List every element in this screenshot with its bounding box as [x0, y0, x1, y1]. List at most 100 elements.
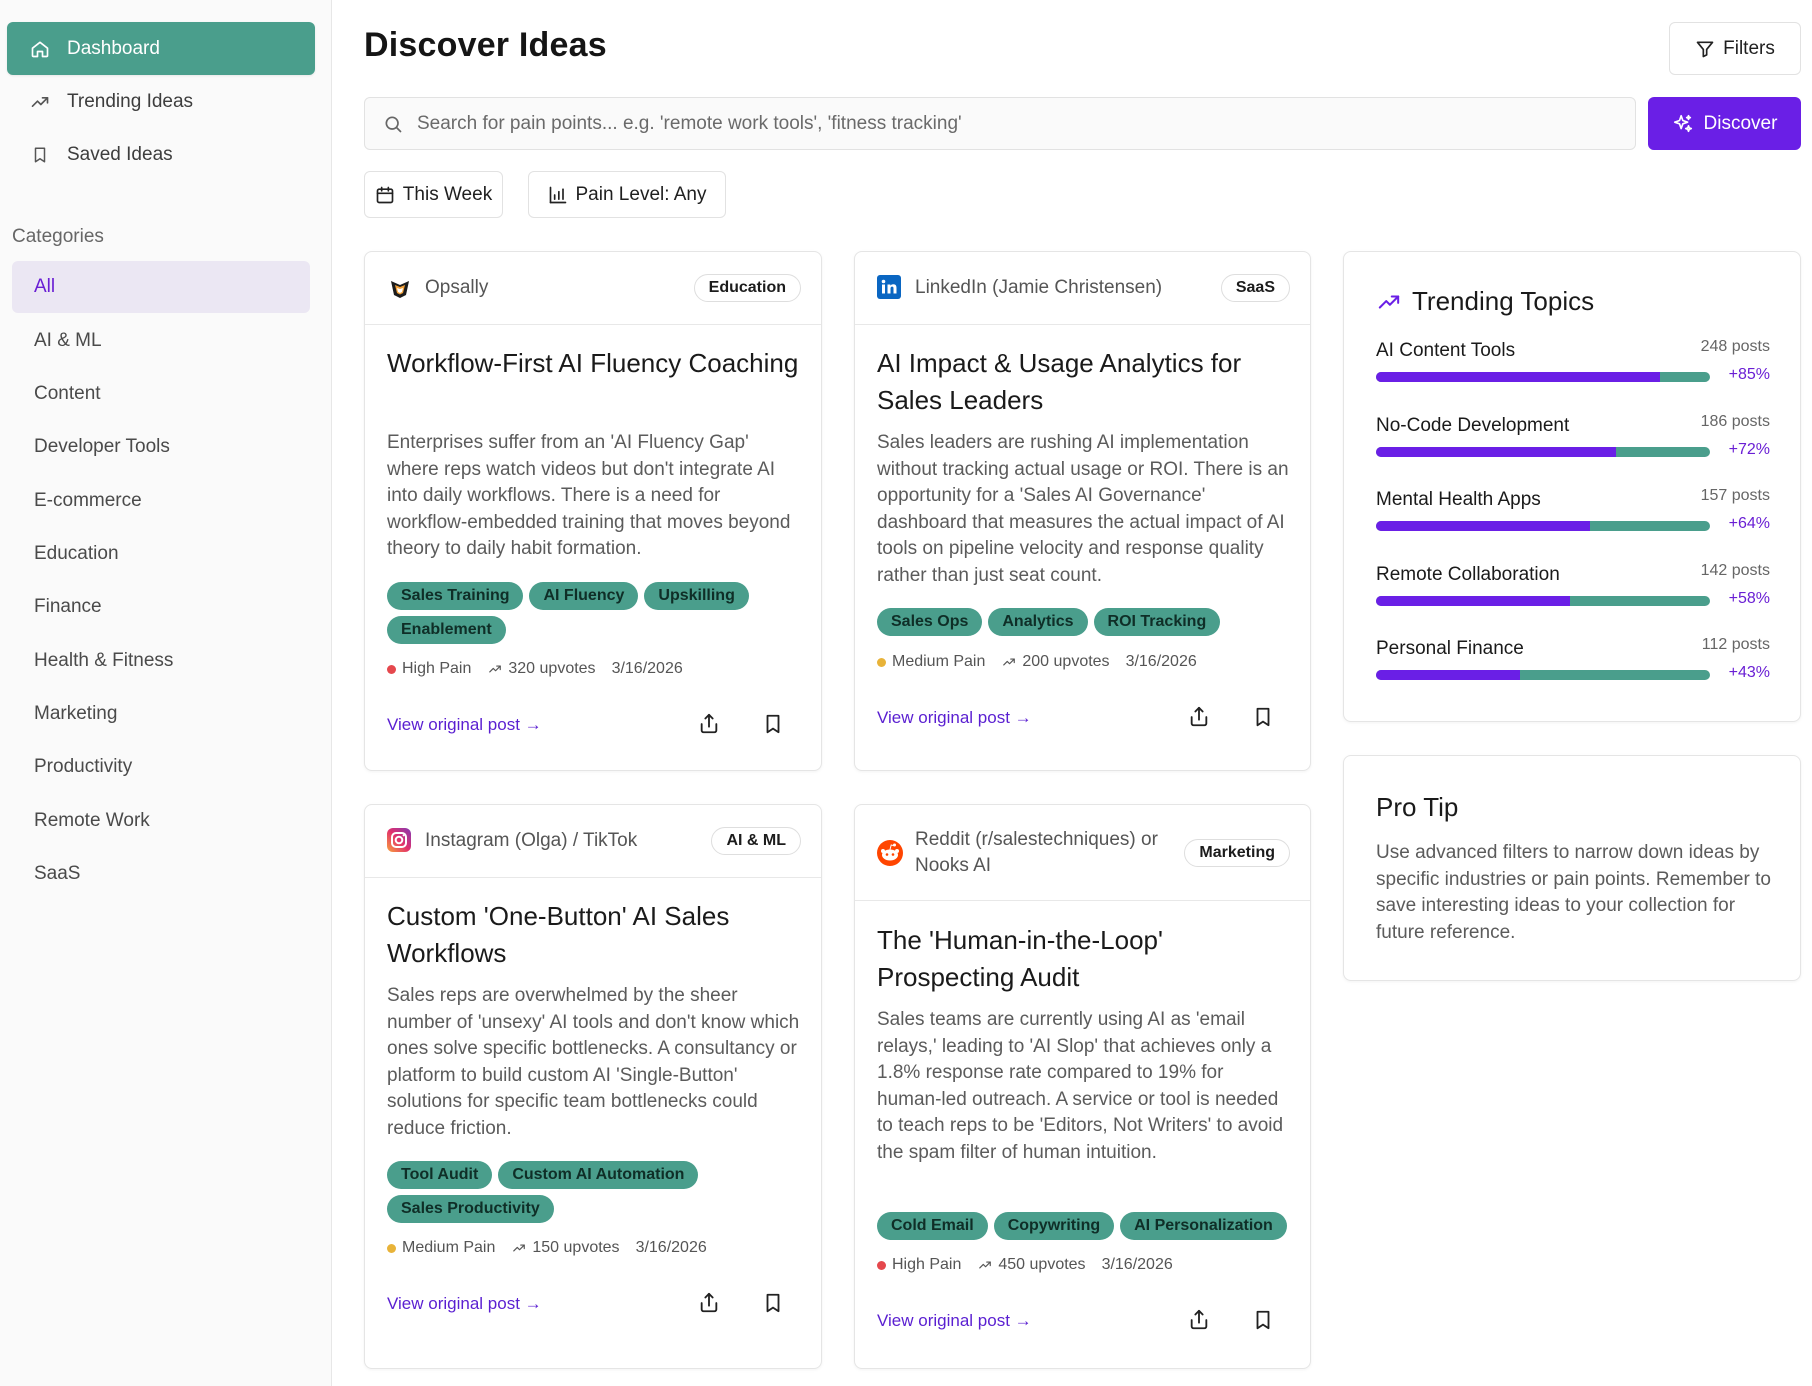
topic-growth: +85% [1728, 366, 1770, 383]
time-filter-button[interactable]: This Week [364, 171, 503, 218]
topic-posts: 186 posts [1700, 413, 1770, 430]
instagram-icon [387, 828, 413, 854]
topic-progress-fill [1376, 596, 1570, 606]
view-original-post-link[interactable]: View original post → [387, 1294, 542, 1313]
upvote-count: 450 upvotes [998, 1256, 1086, 1273]
idea-title: AI Impact & Usage Analytics for Sales Le… [877, 348, 1242, 415]
view-original-post-link[interactable]: View original post → [387, 715, 542, 734]
topic-progress-bar [1376, 372, 1710, 382]
calendar-icon [375, 185, 395, 205]
bookmark-icon[interactable] [762, 1292, 786, 1316]
category-developer-tools[interactable]: Developer Tools [34, 436, 170, 457]
upvote-count: 320 upvotes [508, 660, 596, 677]
filter-icon [1695, 39, 1715, 59]
idea-meta: Medium Pain 150 upvotes 3/16/2026 [387, 1239, 707, 1257]
opsally-logo-icon [387, 275, 413, 301]
idea-card: Reddit (r/salestechniques) or Nooks AI M… [854, 804, 1311, 1369]
pain-indicator-dot [877, 1260, 886, 1270]
nav-saved-ideas[interactable]: Saved Ideas [7, 128, 315, 181]
idea-meta: Medium Pain 200 upvotes 3/16/2026 [877, 653, 1197, 671]
tag: Tool Audit [387, 1161, 493, 1189]
idea-card: Instagram (Olga) / TikTok AI & ML Custom… [364, 804, 822, 1369]
pro-tip-text: Use advanced filters to narrow down idea… [1376, 842, 1771, 943]
source-name: Opsally [425, 277, 489, 298]
bookmark-icon[interactable] [1252, 706, 1276, 730]
category-productivity[interactable]: Productivity [34, 756, 133, 777]
share-icon[interactable] [698, 1292, 722, 1316]
tag-list: Sales Ops Analytics ROI Tracking [877, 608, 1292, 636]
source-name: Instagram (Olga) / TikTok [425, 830, 638, 851]
topic-progress-fill [1376, 670, 1520, 680]
category-content[interactable]: Content [34, 383, 101, 404]
tag: Enablement [387, 616, 506, 644]
nav-label: Trending Ideas [67, 90, 194, 112]
topic-progress-bar [1376, 596, 1710, 606]
idea-meta: High Pain 320 upvotes 3/16/2026 [387, 660, 683, 678]
topic-name: AI Content Tools [1376, 340, 1516, 361]
topic-progress-fill [1376, 372, 1660, 382]
idea-title: Custom 'One-Button' AI Sales Workflows [387, 901, 730, 968]
bookmark-icon[interactable] [1252, 1309, 1276, 1333]
category-health-fitness[interactable]: Health & Fitness [34, 650, 174, 671]
panel-title: Trending Topics [1376, 286, 1594, 317]
post-date: 3/16/2026 [1125, 653, 1197, 670]
page-title: Discover Ideas [364, 26, 607, 64]
idea-description: Enterprises suffer from an 'AI Fluency G… [387, 432, 791, 560]
category-e-commerce[interactable]: E-commerce [34, 490, 142, 511]
tag: Upskilling [644, 582, 749, 610]
topic-name: Personal Finance [1376, 638, 1524, 659]
categories-heading: Categories [12, 226, 104, 247]
category-badge: Education [693, 274, 801, 302]
search-bar [364, 97, 1636, 150]
tag: AI Fluency [529, 582, 639, 610]
trending-icon [1376, 291, 1402, 313]
share-icon[interactable] [1188, 1309, 1212, 1333]
upvotes: 320 upvotes [487, 660, 596, 678]
category-saas[interactable]: SaaS [34, 863, 81, 884]
category-badge: Marketing [1184, 838, 1290, 867]
topic-progress-fill [1376, 521, 1590, 531]
nav-label: Saved Ideas [67, 143, 173, 165]
category-badge: SaaS [1220, 274, 1290, 302]
view-original-post-link[interactable]: View original post → [877, 708, 1032, 727]
card-header: Reddit (r/salestechniques) or Nooks AI M… [855, 805, 1310, 901]
trending-title: Trending Topics [1412, 286, 1595, 316]
category-remote-work[interactable]: Remote Work [34, 810, 150, 831]
idea-description: Sales teams are currently using AI as 'e… [877, 1009, 1284, 1163]
filters-button[interactable]: Filters [1669, 22, 1801, 75]
topic-growth: +58% [1728, 590, 1770, 607]
source-name: Reddit (r/salestechniques) or Nooks AI [915, 828, 1158, 876]
bookmark-icon [29, 144, 51, 166]
pro-tip-title: Pro Tip [1376, 792, 1459, 822]
source-name: LinkedIn (Jamie Christensen) [915, 277, 1163, 298]
sparkles-icon [1672, 113, 1694, 135]
topic-posts: 248 posts [1700, 338, 1770, 355]
category-all[interactable]: All [12, 261, 310, 313]
category-ai-ml[interactable]: AI & ML [34, 330, 102, 351]
share-icon[interactable] [1188, 706, 1212, 730]
topic-posts: 157 posts [1700, 487, 1770, 504]
tag: Custom AI Automation [498, 1161, 699, 1189]
card-header: LinkedIn (Jamie Christensen) SaaS [855, 252, 1310, 325]
tag: Analytics [988, 608, 1088, 636]
nav-trending-ideas[interactable]: Trending Ideas [7, 75, 315, 128]
search-input[interactable] [417, 112, 1635, 135]
upvotes: 450 upvotes [977, 1256, 1086, 1274]
category-marketing[interactable]: Marketing [34, 703, 118, 724]
upvote-count: 150 upvotes [532, 1239, 620, 1256]
pain-level-filter-button[interactable]: Pain Level: Any [528, 171, 726, 218]
bookmark-icon[interactable] [762, 713, 786, 737]
idea-card: Opsally Education Workflow-First AI Flue… [364, 251, 822, 771]
search-icon [383, 114, 403, 134]
category-finance[interactable]: Finance [34, 596, 102, 617]
pro-tip-panel: Pro Tip Use advanced filters to narrow d… [1343, 755, 1801, 981]
bar-chart-icon [548, 185, 568, 205]
nav-dashboard[interactable]: Dashboard [7, 22, 315, 75]
pain-level: High Pain [402, 660, 472, 677]
category-education[interactable]: Education [34, 543, 119, 564]
tag: Sales Ops [877, 608, 983, 636]
view-original-post-link[interactable]: View original post → [877, 1311, 1032, 1330]
share-icon[interactable] [698, 713, 722, 737]
card-header: Instagram (Olga) / TikTok AI & ML [365, 805, 821, 878]
discover-button[interactable]: Discover [1648, 97, 1801, 150]
